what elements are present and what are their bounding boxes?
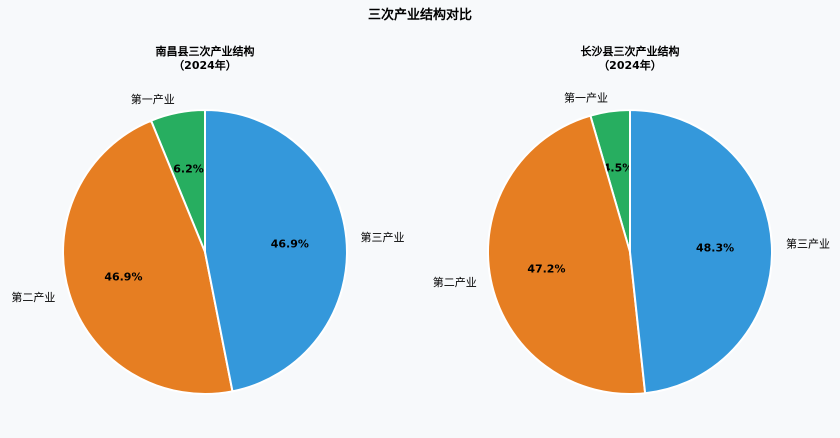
pie-charts-group: 南昌县三次产业结构（2024年）第一产业6.2%第二产业46.9%第三产业46.… xyxy=(11,44,830,395)
pie-subtitle: （2024年） xyxy=(173,58,237,72)
pie-title: 长沙县三次产业结构 xyxy=(581,44,680,58)
slice-category-label: 第二产业 xyxy=(433,275,477,289)
slice-category-label: 第三产业 xyxy=(361,230,405,244)
pie-title: 南昌县三次产业结构 xyxy=(156,44,255,58)
slice-percent-label: 46.9% xyxy=(104,271,142,284)
pie-slice xyxy=(487,114,647,395)
slice-category-label: 第三产业 xyxy=(786,237,830,251)
chart-main-title: 三次产业结构对比 xyxy=(368,7,472,23)
slice-category-label: 第一产业 xyxy=(131,92,175,106)
pie-subtitle: （2024年） xyxy=(598,58,662,72)
slice-percent-label: 48.3% xyxy=(696,242,734,255)
slice-category-label: 第二产业 xyxy=(11,290,55,304)
pie-slice xyxy=(629,108,773,395)
pie-slice xyxy=(204,108,348,393)
pie-chart-2: 长沙县三次产业结构（2024年） 第一产业 4.5% 第二产业 47.2% 第三产业 48.… xyxy=(433,44,830,395)
slice-percent-label: 6.2% xyxy=(173,162,204,175)
slice-percent-label: 46.9% xyxy=(271,238,309,251)
slice-percent-label: 47.2% xyxy=(527,263,565,276)
pie-chart-1: 南昌县三次产业结构（2024年） 第一产业 6.2% 第二产业 46.9% 第三产业 46.… xyxy=(11,44,405,395)
pie-slice xyxy=(62,119,234,395)
slice-category-label: 第一产业 xyxy=(564,90,608,104)
slice-percent-label: 4.5% xyxy=(603,162,634,175)
